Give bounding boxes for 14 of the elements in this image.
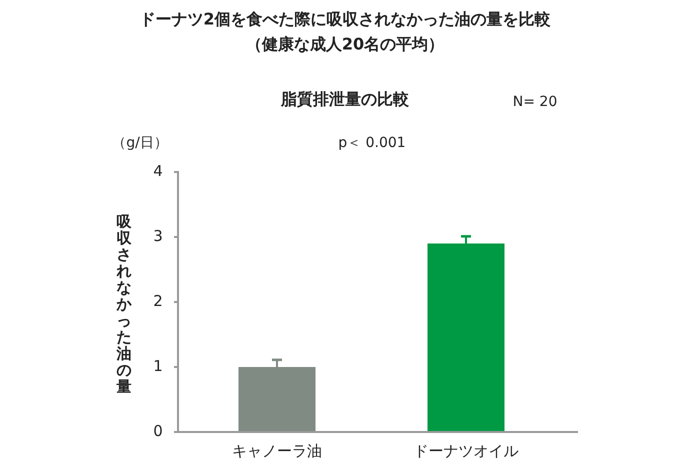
chart-title: ドーナツ2個を食べた際に吸収されなかった油の量を比較 (139, 9, 552, 28)
y-tick-label: 1 (153, 357, 163, 376)
text: N= 20 (512, 94, 558, 110)
x-tick-label: ドーナツオイル (414, 442, 518, 460)
text: （g/日） (112, 134, 168, 151)
text: 吸収されなかった油の量 (116, 212, 132, 396)
y-tick-label: 2 (153, 292, 163, 310)
x-tick-label: キャノーラ油 (232, 442, 322, 460)
chart-subtitle: （健康な成人20名の平均） (246, 34, 444, 54)
text: p＜ 0.001 (338, 134, 406, 151)
y-tick-label: 0 (153, 422, 163, 440)
text: 脂質排泄量の比較 (280, 89, 410, 108)
y-tick-label: 4 (153, 162, 163, 180)
y-tick-label: 3 (153, 227, 163, 246)
